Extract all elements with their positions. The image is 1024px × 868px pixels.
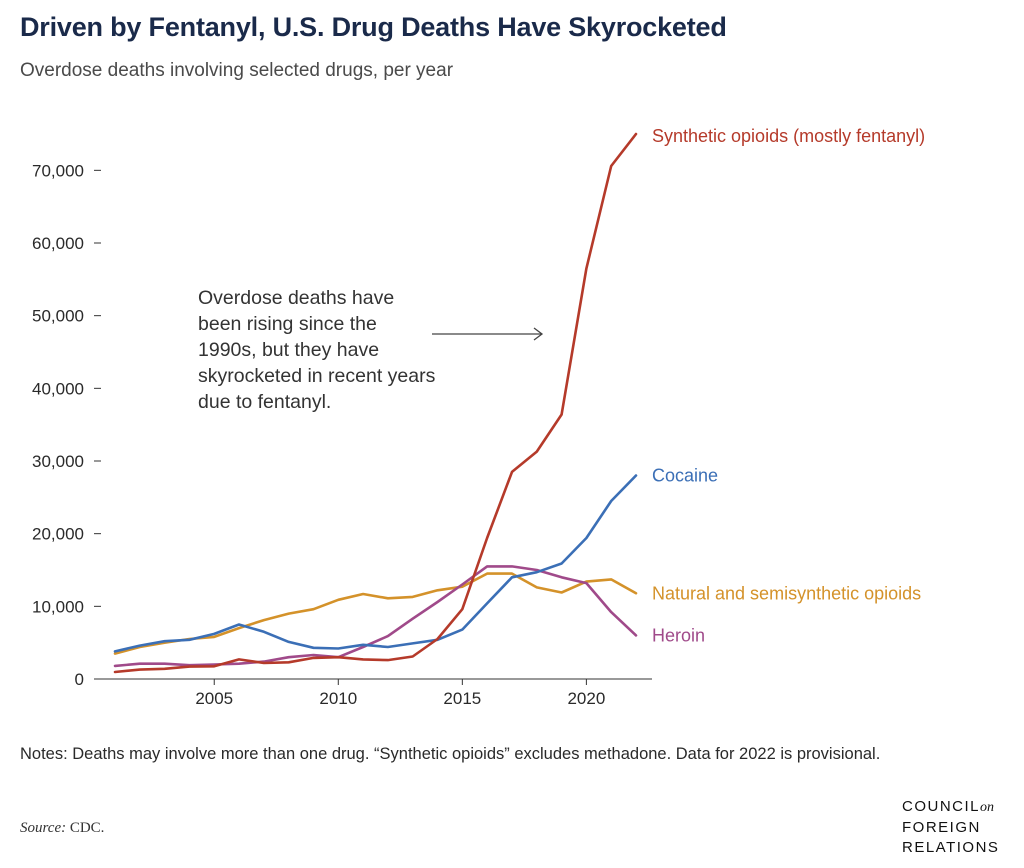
source-value: CDC. <box>69 820 105 836</box>
series-layer <box>113 132 638 674</box>
series-label: Heroin <box>652 625 705 645</box>
y-tick-label: 10,000 <box>32 597 84 616</box>
logo-line1: COUNCIL <box>902 798 981 815</box>
y-tick-label: 20,000 <box>32 525 84 544</box>
series-label: Natural and semisynthetic opioids <box>652 583 921 603</box>
axis-layer: 0 10,000 20,000 30,000 40,000 50,000 60,000 70,… <box>32 161 652 708</box>
y-tick-label: 60,000 <box>32 234 84 253</box>
series-line-heroin <box>113 565 638 668</box>
x-tick-label: 2015 <box>443 689 481 708</box>
x-tick-label: 2010 <box>319 689 357 708</box>
chart-notes: Notes: Deaths may involve more than one … <box>20 745 881 763</box>
line-chart: 0 10,000 20,000 30,000 40,000 50,000 60,000 70,… <box>32 126 925 708</box>
y-tick-label: 30,000 <box>32 452 84 471</box>
logo-line3: RELATIONS <box>902 839 1000 856</box>
label-layer: Synthetic opioids (mostly fentanyl) Cocai… <box>652 126 925 645</box>
chart-subtitle: Overdose deaths involving selected drugs… <box>20 60 454 81</box>
x-tick-label: 2020 <box>567 689 605 708</box>
series-line-cocaine <box>113 474 638 653</box>
x-tick-label: 2005 <box>195 689 233 708</box>
y-tick-label: 50,000 <box>32 307 84 326</box>
source-prefix: Source: <box>20 820 67 836</box>
annotation-arrow <box>432 327 544 341</box>
logo-line2: FOREIGN <box>902 819 981 836</box>
cfr-logo: COUNCILon FOREIGN RELATIONS <box>902 797 999 858</box>
y-tick-label: 40,000 <box>32 379 84 398</box>
y-tick-label: 70,000 <box>32 161 84 180</box>
series-label: Synthetic opioids (mostly fentanyl) <box>652 126 925 146</box>
y-tick-label: 0 <box>75 670 84 689</box>
chart-source: Source: CDC. <box>20 820 104 837</box>
series-label: Cocaine <box>652 466 718 486</box>
chart-title: Driven by Fentanyl, U.S. Drug Deaths Hav… <box>20 12 727 42</box>
logo-line1-suffix: on <box>980 800 995 815</box>
series-line-synthetic-opioids-mostly-fentanyl <box>113 132 638 674</box>
annotation-text: Overdose deaths have been rising since t… <box>198 287 436 413</box>
